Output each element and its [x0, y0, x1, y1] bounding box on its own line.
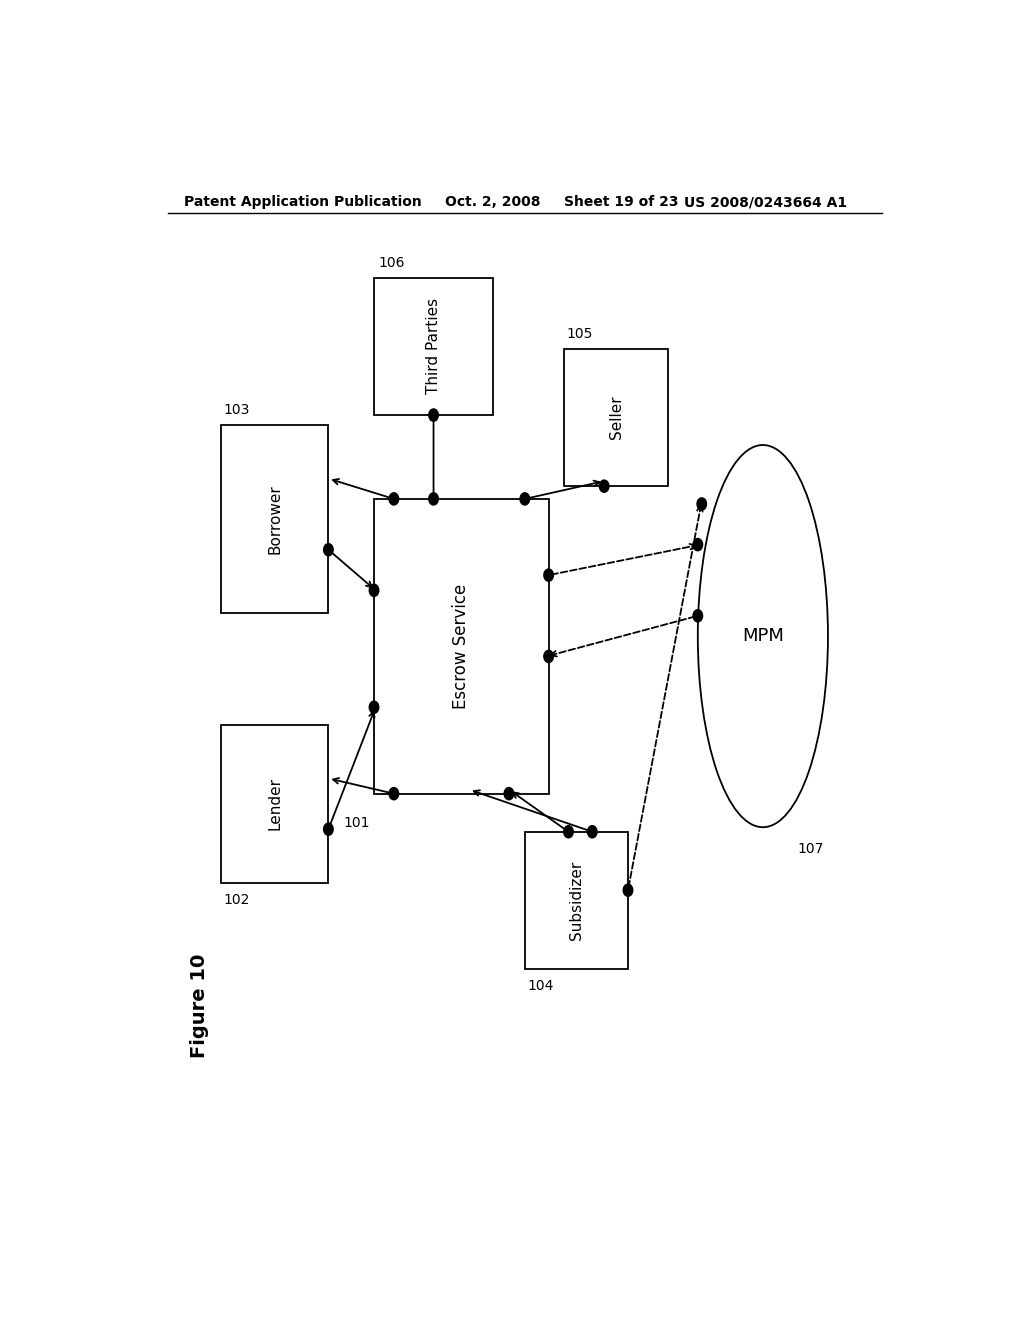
- Circle shape: [693, 610, 702, 622]
- Circle shape: [324, 824, 333, 836]
- Circle shape: [520, 492, 529, 506]
- Circle shape: [563, 826, 573, 838]
- Circle shape: [693, 539, 702, 550]
- Circle shape: [599, 480, 609, 492]
- Text: MPM: MPM: [742, 627, 783, 645]
- Text: US 2008/0243664 A1: US 2008/0243664 A1: [684, 195, 847, 209]
- Circle shape: [429, 492, 438, 506]
- Text: Sheet 19 of 23: Sheet 19 of 23: [564, 195, 679, 209]
- Text: 103: 103: [223, 403, 250, 417]
- Text: 102: 102: [223, 892, 250, 907]
- Circle shape: [389, 788, 398, 800]
- Circle shape: [370, 701, 379, 713]
- Text: Escrow Service: Escrow Service: [453, 583, 470, 709]
- Circle shape: [370, 585, 379, 597]
- Circle shape: [544, 569, 553, 581]
- Text: Subsidizer: Subsidizer: [569, 861, 584, 940]
- Text: Oct. 2, 2008: Oct. 2, 2008: [445, 195, 541, 209]
- Circle shape: [624, 884, 633, 896]
- Text: 105: 105: [567, 327, 593, 341]
- Text: 107: 107: [798, 842, 824, 857]
- Circle shape: [544, 651, 553, 663]
- Ellipse shape: [697, 445, 828, 828]
- Text: Borrower: Borrower: [267, 484, 283, 554]
- FancyBboxPatch shape: [221, 425, 329, 614]
- Circle shape: [389, 492, 398, 506]
- Text: 101: 101: [343, 816, 370, 830]
- FancyBboxPatch shape: [524, 832, 628, 969]
- Circle shape: [588, 826, 597, 838]
- Circle shape: [697, 498, 707, 510]
- Circle shape: [324, 544, 333, 556]
- FancyBboxPatch shape: [374, 499, 549, 793]
- Text: 106: 106: [378, 256, 404, 269]
- Text: Third Parties: Third Parties: [426, 298, 441, 395]
- Circle shape: [429, 409, 438, 421]
- Text: Figure 10: Figure 10: [189, 953, 209, 1057]
- Text: Patent Application Publication: Patent Application Publication: [183, 195, 421, 209]
- FancyBboxPatch shape: [564, 348, 668, 486]
- Text: Lender: Lender: [267, 777, 283, 830]
- Text: 104: 104: [527, 979, 554, 993]
- FancyBboxPatch shape: [221, 725, 329, 883]
- Circle shape: [504, 788, 514, 800]
- Text: Seller: Seller: [608, 396, 624, 440]
- FancyBboxPatch shape: [374, 277, 494, 414]
